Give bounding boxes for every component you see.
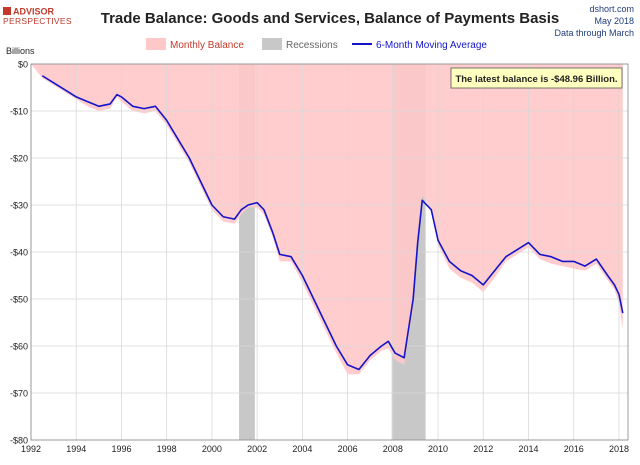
x-tick-label-6: 2004 — [292, 444, 312, 454]
logo-line2: PERSPECTIVES — [3, 16, 72, 26]
y-tick-label-8: -$80 — [10, 436, 28, 446]
date-label: May 2018 — [594, 16, 634, 26]
x-tick-label-7: 2006 — [338, 444, 358, 454]
x-tick-label-9: 2010 — [428, 444, 448, 454]
x-tick-label-4: 2000 — [202, 444, 222, 454]
y-tick-label-0: $0 — [18, 60, 28, 70]
x-tick-label-5: 2002 — [247, 444, 267, 454]
y-tick-label-7: -$70 — [10, 389, 28, 399]
x-tick-label-8: 2008 — [383, 444, 403, 454]
source-label: dshort.com — [589, 4, 634, 14]
x-tick-label-1: 1994 — [66, 444, 86, 454]
legend-swatch-recessions — [262, 38, 282, 50]
moving-average-line — [41, 75, 624, 371]
logo-line1: ADVISOR — [13, 7, 55, 17]
latest-balance-callout: The latest balance is -$48.96 Billion. — [450, 67, 623, 89]
y-tick-label-1: -$10 — [10, 107, 28, 117]
y-tick-label-5: -$50 — [10, 295, 28, 305]
x-tick-label-3: 1998 — [157, 444, 177, 454]
y-tick-label-2: -$20 — [10, 154, 28, 164]
x-tick-label-12: 2016 — [564, 444, 584, 454]
x-tick-label-0: 1992 — [21, 444, 41, 454]
y-tick-label-3: -$30 — [10, 201, 28, 211]
callout-text: The latest balance is -$48.96 Billion. — [455, 74, 617, 85]
x-tick-label-11: 2014 — [518, 444, 538, 454]
legend-label-recessions: Recessions — [286, 40, 338, 51]
advisor-perspectives-logo: ADVISOR PERSPECTIVES — [3, 7, 72, 26]
x-tick-label-13: 2018 — [609, 444, 629, 454]
y-tick-label-6: -$60 — [10, 342, 28, 352]
plot-frame — [30, 63, 629, 441]
legend: Monthly Balance Recessions 6-Month Movin… — [146, 38, 487, 51]
x-tick-label-10: 2012 — [473, 444, 493, 454]
y-tick-label-4: -$40 — [10, 248, 28, 258]
data-through-label: Data through March — [554, 28, 634, 38]
logo-mark-icon — [3, 7, 11, 15]
legend-label-monthly: Monthly Balance — [170, 40, 244, 51]
legend-swatch-monthly — [146, 38, 166, 50]
chart-title: Trade Balance: Goods and Services, Balan… — [101, 10, 560, 27]
legend-label-moving-average: 6-Month Moving Average — [376, 40, 487, 51]
callout-box — [450, 67, 623, 89]
x-tick-label-2: 1996 — [111, 444, 131, 454]
y-axis-label: Billions — [6, 46, 35, 56]
